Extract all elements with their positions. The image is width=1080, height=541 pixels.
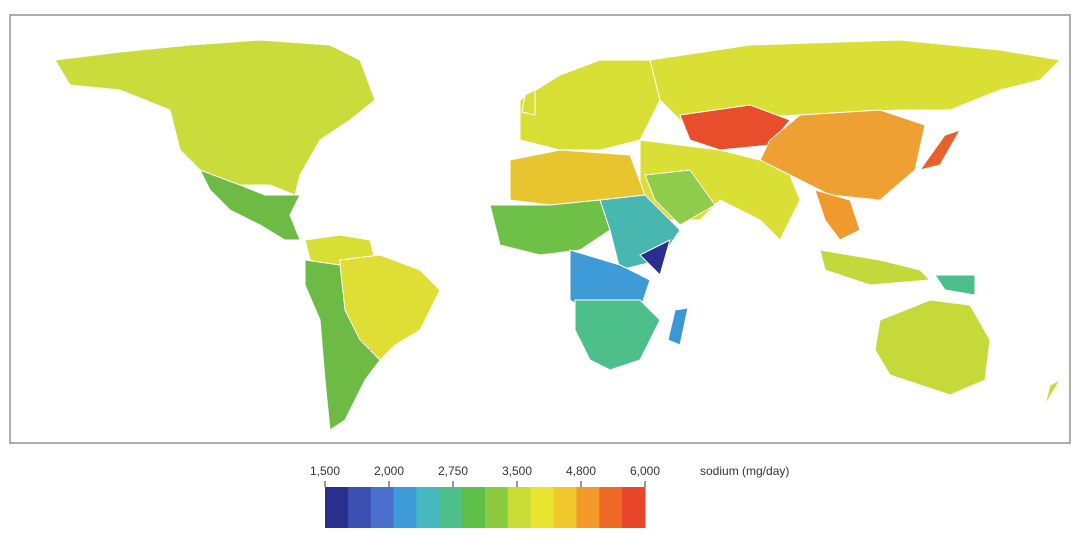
japan (918, 129, 962, 171)
uk (521, 89, 536, 116)
north-america (54, 39, 376, 196)
color-swatch (507, 487, 532, 528)
new-zealand (1044, 378, 1062, 406)
tick-label: 1,500 (310, 464, 340, 478)
russia (649, 39, 1062, 121)
madagascar (667, 307, 689, 346)
legend-title: sodium (mg/day) (700, 464, 789, 478)
color-swatch (325, 487, 349, 528)
color-swatch (439, 487, 463, 528)
color-swatch (553, 487, 577, 528)
color-swatch (462, 487, 486, 528)
color-legend: sodium (mg/day) 1,500 2,000 2,750 3,500 4,80… (310, 464, 789, 528)
europe (519, 59, 661, 151)
color-swatch (485, 487, 509, 528)
papua-new-guinea (934, 274, 976, 296)
color-swatch (416, 487, 440, 528)
somalia (639, 239, 671, 276)
southeast-asia (814, 189, 861, 241)
countries (54, 39, 1062, 431)
tick-label: 2,000 (374, 464, 404, 478)
tick-label: 4,800 (566, 464, 596, 478)
west-africa (489, 199, 611, 256)
color-swatch (599, 487, 623, 528)
tick-label: 2,750 (438, 464, 468, 478)
tick-label: 6,000 (630, 464, 660, 478)
indonesia (819, 249, 932, 286)
western-south-america (304, 259, 381, 431)
color-swatch (370, 487, 395, 528)
southern-africa (574, 299, 661, 371)
color-swatch (347, 487, 372, 528)
arabia (644, 169, 716, 226)
color-swatch (530, 487, 555, 528)
central-america (198, 169, 301, 241)
color-swatch (393, 487, 417, 528)
australia (874, 299, 991, 396)
color-swatch (622, 487, 646, 528)
color-swatch (576, 487, 600, 528)
tick-label: 3,500 (502, 464, 532, 478)
